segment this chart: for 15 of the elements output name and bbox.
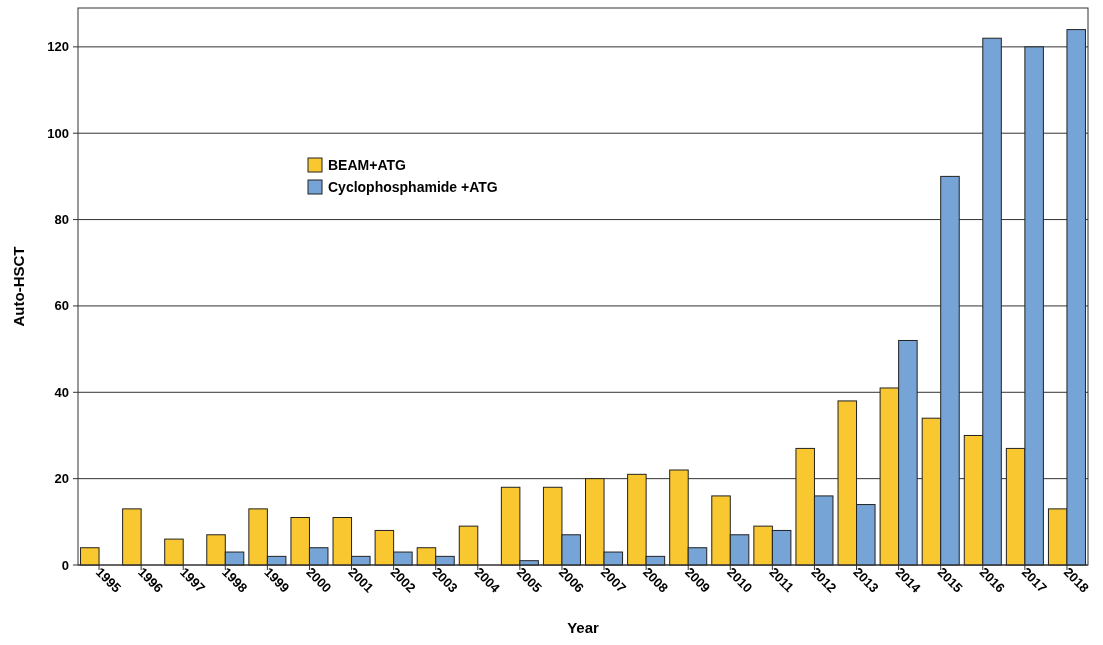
bar	[80, 547, 100, 566]
y-tick-label: 40	[54, 384, 69, 400]
bar	[122, 508, 142, 566]
bar	[458, 525, 479, 566]
y-tick-label: 120	[47, 39, 69, 55]
y-axis-title: Auto-HSCT	[10, 246, 27, 327]
y-tick-label: 0	[61, 557, 69, 573]
y-tick-label: 60	[54, 298, 69, 314]
bar	[164, 538, 184, 566]
legend-label: Cyclophosphamide +ATG	[328, 178, 498, 195]
x-axis-title: Year	[567, 619, 600, 636]
y-tick-label: 80	[54, 212, 69, 228]
y-tick-label: 100	[47, 125, 69, 141]
y-tick-label: 20	[54, 471, 69, 487]
legend-label: BEAM+ATG	[328, 156, 407, 173]
